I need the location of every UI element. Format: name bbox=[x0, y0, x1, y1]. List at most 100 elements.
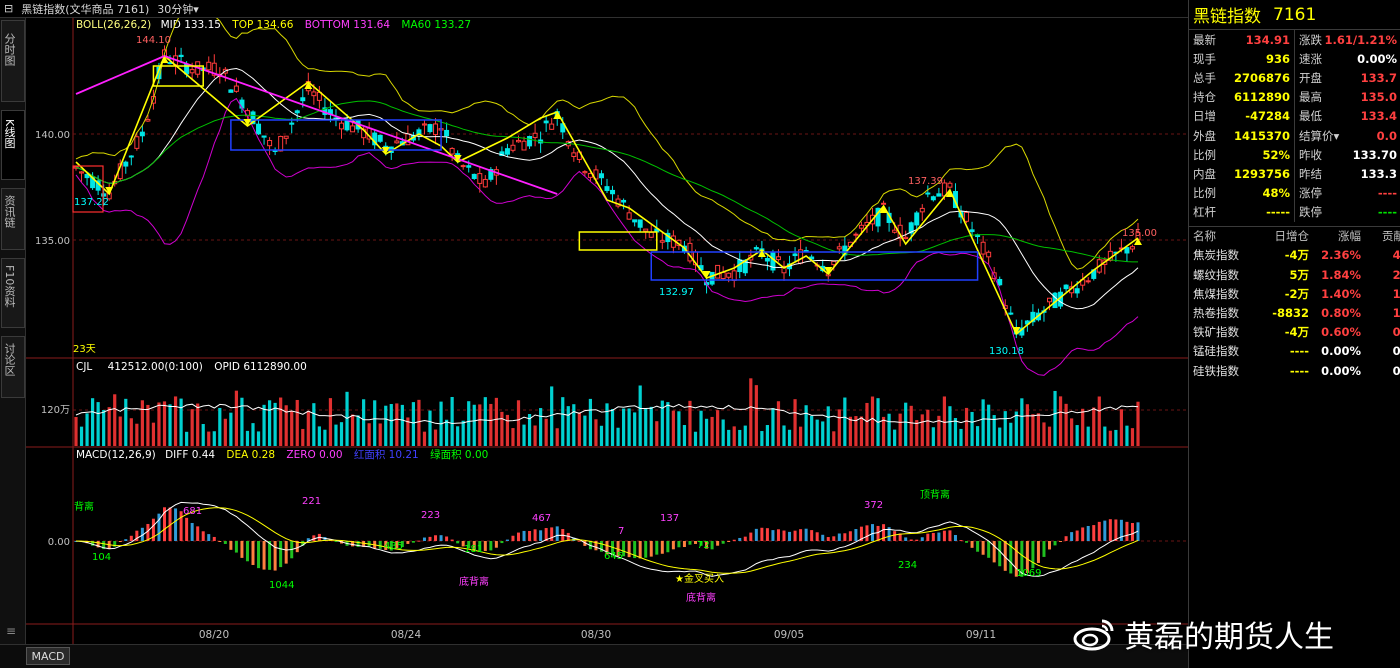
period-selector[interactable]: 30分钟▾ bbox=[157, 2, 199, 16]
quote-value: 1293756 bbox=[1233, 166, 1290, 181]
macd-bar bbox=[384, 541, 388, 551]
macd-bar bbox=[1042, 541, 1046, 557]
volume-bar bbox=[339, 422, 344, 446]
macd-bar bbox=[799, 529, 803, 541]
volume-bar bbox=[765, 425, 770, 446]
sector-oi: -4万 bbox=[1284, 248, 1309, 263]
volume-bar bbox=[306, 411, 310, 446]
candle-body bbox=[488, 169, 494, 180]
volume-bar bbox=[544, 418, 548, 446]
tab-f10[interactable]: F10资料 bbox=[1, 258, 25, 328]
sector-row[interactable]: 铁矿指数 -4万 0.60% 0. bbox=[1189, 323, 1400, 342]
volume-bar bbox=[362, 399, 366, 446]
sector-row[interactable]: 焦煤指数 -2万 1.40% 1. bbox=[1189, 284, 1400, 303]
macd-bar bbox=[223, 541, 227, 544]
volume-bar bbox=[234, 390, 239, 446]
overlays-group bbox=[75, 7, 1142, 376]
window-icon[interactable]: ⊟ bbox=[4, 2, 14, 15]
quote-label: 比例 bbox=[1193, 186, 1216, 201]
arrow-head bbox=[1012, 327, 1021, 334]
macd-ann-137: 137 bbox=[660, 513, 679, 524]
macd-bar bbox=[638, 541, 642, 559]
candle-body bbox=[621, 199, 627, 203]
quote-row-left-0: 最新 134.91 bbox=[1189, 30, 1295, 50]
volume-bar bbox=[494, 397, 498, 446]
price-label-135: 135.00 bbox=[35, 236, 70, 247]
tab-fenshi[interactable]: 分时图 bbox=[1, 20, 25, 102]
label-low-137: 137.22 bbox=[74, 197, 109, 208]
volume-bar bbox=[699, 410, 703, 446]
candle-body bbox=[394, 140, 400, 144]
macd-bar bbox=[207, 534, 211, 541]
volume-bar bbox=[107, 407, 111, 446]
volume-bar bbox=[964, 407, 969, 446]
quote-value: 0.00% bbox=[1357, 51, 1397, 66]
macd-bar bbox=[334, 541, 338, 542]
macd-bar bbox=[749, 532, 753, 541]
quote-row-right-5: 结算价▾ 0.0 bbox=[1295, 126, 1400, 145]
volume-bar bbox=[909, 405, 913, 446]
candle-body bbox=[571, 152, 577, 157]
quote-value: 133.7 bbox=[1360, 70, 1397, 85]
volume-bar bbox=[1136, 401, 1140, 446]
macd-bar bbox=[677, 541, 681, 548]
volume-bar bbox=[267, 400, 272, 446]
kline-chart[interactable]: 140.00 135.00 120万 0.00 BOLL(26,26,2) MI… bbox=[26, 7, 1188, 644]
volume-bar bbox=[85, 413, 89, 446]
volume-bar bbox=[727, 429, 731, 446]
sector-row[interactable]: 硅铁指数 ---- 0.00% 0. bbox=[1189, 361, 1400, 380]
volume-bar bbox=[865, 402, 869, 446]
volume-bar bbox=[334, 424, 338, 446]
candle-body bbox=[123, 161, 129, 167]
candle-body bbox=[637, 219, 643, 228]
candle-body bbox=[715, 264, 721, 279]
volume-bar bbox=[1031, 414, 1035, 446]
volume-bar bbox=[693, 431, 698, 446]
tab-discussion[interactable]: 讨论区 bbox=[1, 336, 25, 398]
candle-body bbox=[775, 256, 781, 261]
menu-icon[interactable]: ≡ bbox=[6, 624, 17, 638]
sector-row[interactable]: 螺纹指数 5万 1.84% 2. bbox=[1189, 265, 1400, 284]
volume-bar bbox=[550, 386, 554, 446]
sector-row[interactable]: 焦炭指数 -4万 2.36% 4. bbox=[1189, 246, 1400, 265]
volume-bar bbox=[572, 404, 576, 446]
macd-bar bbox=[102, 541, 106, 550]
candle-body bbox=[560, 123, 566, 133]
tab-kline[interactable]: K线图 bbox=[1, 110, 25, 180]
macd-bar bbox=[848, 531, 852, 541]
price-label-140: 140.00 bbox=[35, 130, 70, 141]
candle-body bbox=[444, 129, 450, 137]
candle-body bbox=[1124, 247, 1130, 254]
volume-bar bbox=[743, 425, 747, 446]
volume-bar bbox=[290, 411, 294, 446]
quote-row-right-3: 最高 135.0 bbox=[1295, 88, 1400, 107]
macd-bar bbox=[362, 541, 366, 547]
chart-area[interactable]: 140.00 135.00 120万 0.00 BOLL(26,26,2) MI… bbox=[26, 7, 1188, 644]
label-low-130: 130.18 bbox=[989, 346, 1024, 357]
candle-body bbox=[134, 136, 140, 149]
macd-bar bbox=[428, 536, 432, 541]
volume-bar bbox=[533, 425, 537, 446]
volume-bar bbox=[605, 403, 609, 446]
box-yellow-2 bbox=[578, 231, 658, 251]
sector-row[interactable]: 锰硅指数 ---- 0.00% 0. bbox=[1189, 342, 1400, 361]
candle-body bbox=[764, 258, 770, 262]
sector-oi: -2万 bbox=[1284, 286, 1309, 301]
macd-bar bbox=[782, 530, 786, 541]
volume-bar bbox=[881, 416, 886, 446]
volume-bar bbox=[738, 429, 742, 446]
tab-news-chain[interactable]: 资讯链 bbox=[1, 188, 25, 250]
sector-row[interactable]: 热卷指数 -8832 0.80% 1. bbox=[1189, 303, 1400, 322]
candle-body bbox=[339, 122, 344, 130]
volume-bar bbox=[256, 431, 261, 446]
tab-macd[interactable]: MACD bbox=[26, 647, 70, 665]
volume-bar bbox=[898, 413, 902, 446]
volume-bar bbox=[1075, 425, 1079, 446]
volume-bar bbox=[179, 398, 183, 446]
macd-bar bbox=[245, 541, 249, 562]
volume-bar bbox=[1025, 404, 1029, 446]
sector-list: 焦炭指数 -4万 2.36% 4. 螺纹指数 5万 1.84% 2. 焦煤指数 -2万 1.40% 1… bbox=[1189, 246, 1400, 380]
candle-body bbox=[930, 196, 936, 201]
macd-bar bbox=[594, 541, 598, 551]
macd-bar bbox=[981, 541, 985, 555]
